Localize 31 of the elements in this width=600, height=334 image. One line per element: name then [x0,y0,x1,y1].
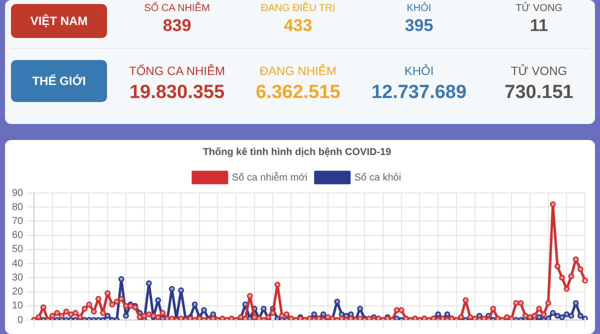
y-tick-label: 80 [12,202,24,213]
text: 19.830.355 [129,82,225,103]
y-tick-label: 50 [12,244,24,256]
text: 11 [530,16,548,35]
text: ĐANG ĐIỀU TRỊ [260,3,336,14]
category-label: THẾ GIỚI [32,74,86,88]
y-tick-label: 40 [12,258,24,270]
y-tick-label: 10 [12,300,24,312]
text: 395 [404,16,434,35]
legend-label: Số ca nhiễm mới [232,171,308,184]
category-label: KHỎI [403,64,435,78]
y-tick-label: 60 [12,230,24,242]
category-label: TỔNG CA NHIỄM [128,64,226,78]
category-label: TỬ VONG [510,64,568,78]
text: KHỎI [406,3,432,14]
text: SỐ CA NHIỄM [143,3,211,14]
text: TỬ VONG [514,3,564,14]
y-tick-label: 0 [18,314,24,326]
text: 730.151 [504,82,574,103]
text: 433 [284,16,312,35]
chart-title: Thống kê tình hình dịch bệnh COVID-19 [202,146,392,158]
category-label: VIỆT NAM [30,14,88,28]
legend-label: Số ca khỏi [354,172,402,184]
text: 12.737.689 [371,82,467,103]
y-tick-label: 30 [12,272,24,284]
text: 839 [162,16,192,35]
y-tick-label: 70 [12,216,24,227]
text: 6.362.515 [256,82,340,103]
y-tick-label: 20 [12,286,24,298]
category-label: ĐANG NHIỄM [258,64,338,78]
y-tick-label: 90 [12,188,24,199]
